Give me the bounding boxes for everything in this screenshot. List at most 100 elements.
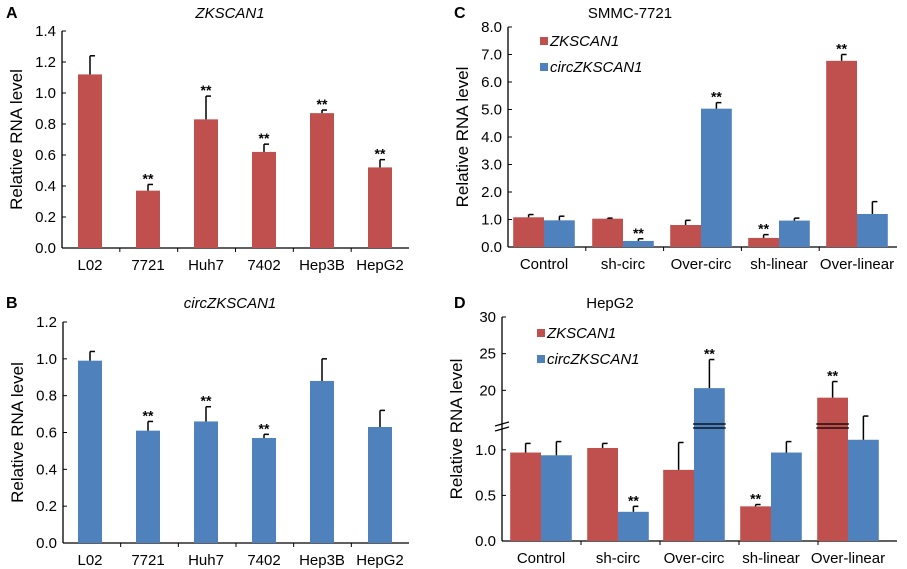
panel-label: C bbox=[454, 5, 466, 22]
x-tick-label: sh-circ bbox=[596, 550, 641, 567]
y-axis-label: Relative RNA level bbox=[447, 359, 466, 500]
legend-swatch bbox=[540, 63, 548, 71]
significance-label: ** bbox=[750, 491, 761, 507]
bar bbox=[510, 452, 541, 541]
significance-label: ** bbox=[201, 82, 212, 98]
legend-label: circZKSCAN1 bbox=[550, 59, 643, 76]
bar bbox=[194, 421, 218, 543]
significance-label: ** bbox=[704, 346, 715, 362]
y-tick-label: 0.8 bbox=[36, 388, 57, 405]
y-tick-label: 1.0 bbox=[475, 442, 496, 459]
y-tick-label: 0.2 bbox=[35, 209, 56, 226]
bar bbox=[618, 511, 649, 541]
bar bbox=[857, 214, 888, 247]
y-axis-label: Relative RNA level bbox=[7, 69, 26, 210]
x-tick-label: sh-linear bbox=[742, 550, 800, 567]
x-tick-label: Over-linear bbox=[811, 550, 885, 567]
panel-label: D bbox=[454, 295, 466, 312]
bar bbox=[623, 240, 654, 247]
x-tick-label: Control bbox=[520, 256, 568, 273]
chart-title: ZKSCAN1 bbox=[194, 5, 264, 22]
bar bbox=[694, 388, 725, 541]
y-tick-label: 0.0 bbox=[36, 535, 57, 552]
significance-label: ** bbox=[143, 170, 154, 186]
bar bbox=[771, 452, 802, 541]
bar bbox=[136, 430, 160, 543]
chart-title: SMMC-7721 bbox=[588, 5, 672, 22]
y-tick-label: 20 bbox=[479, 382, 496, 399]
y-tick-label: 0.4 bbox=[35, 178, 56, 195]
legend-swatch bbox=[537, 355, 545, 363]
y-tick-label: 1.2 bbox=[35, 54, 56, 71]
significance-label: ** bbox=[758, 221, 769, 237]
chart-title: HepG2 bbox=[586, 295, 634, 312]
panel-A: A ZKSCAN1 Relative RNA level 0.0 0.2 0.4 0.6 0.… bbox=[6, 5, 409, 274]
legend-label: ZKSCAN1 bbox=[549, 33, 619, 50]
bar bbox=[701, 108, 732, 247]
bar bbox=[513, 217, 544, 247]
x-tick-label: Hep3B bbox=[299, 257, 345, 274]
bar bbox=[670, 225, 701, 247]
y-tick-label: 0.6 bbox=[36, 425, 57, 442]
x-tick-label: L02 bbox=[77, 257, 102, 274]
bar bbox=[78, 74, 102, 249]
x-tick-label: 7721 bbox=[131, 257, 164, 274]
significance-label: ** bbox=[711, 89, 722, 105]
x-tick-label: Huh7 bbox=[188, 257, 224, 274]
x-tick-label: HepG2 bbox=[356, 552, 404, 569]
panel-C: C SMMC-7721 Relative RNA level 0.0 1.0 2.0 3.0… bbox=[453, 5, 897, 273]
bar bbox=[592, 218, 623, 247]
significance-label: ** bbox=[143, 407, 154, 423]
axis-break-mark bbox=[494, 421, 510, 427]
x-tick-label: sh-circ bbox=[601, 256, 646, 273]
panel-D: D HepG2 Relative RNA level 0.0 0.5 1.0 20 25 30 C… bbox=[447, 295, 897, 567]
y-tick-label: 0.4 bbox=[36, 461, 57, 478]
y-tick-label: 0.0 bbox=[35, 240, 56, 257]
significance-label: ** bbox=[628, 492, 639, 508]
x-tick-label: Over-circ bbox=[671, 256, 732, 273]
bar bbox=[194, 119, 218, 248]
y-tick-label: 1.0 bbox=[481, 212, 502, 229]
bar bbox=[848, 439, 879, 541]
bar bbox=[368, 167, 392, 248]
bar bbox=[748, 237, 779, 247]
x-tick-label: Huh7 bbox=[188, 552, 224, 569]
y-tick-label: 1.0 bbox=[36, 351, 57, 368]
bar bbox=[310, 380, 334, 543]
x-tick-label: 7721 bbox=[131, 552, 164, 569]
y-tick-label: 7.0 bbox=[481, 47, 502, 64]
x-tick-label: sh-linear bbox=[750, 256, 808, 273]
x-tick-label: Over-linear bbox=[820, 256, 894, 273]
bar bbox=[310, 113, 334, 249]
significance-label: ** bbox=[259, 130, 270, 146]
x-tick-label: Over-circ bbox=[664, 550, 725, 567]
legend-swatch bbox=[537, 329, 545, 337]
bar bbox=[817, 397, 848, 541]
bar bbox=[663, 469, 694, 541]
significance-label: ** bbox=[827, 368, 838, 384]
bar bbox=[136, 190, 160, 248]
significance-label: ** bbox=[259, 420, 270, 436]
bar bbox=[368, 426, 392, 543]
y-tick-label: 30 bbox=[479, 309, 496, 326]
significance-label: ** bbox=[633, 225, 644, 241]
bar bbox=[252, 438, 276, 543]
legend-label: circZKSCAN1 bbox=[547, 351, 640, 368]
y-tick-label: 5.0 bbox=[481, 102, 502, 119]
bar bbox=[587, 447, 618, 541]
panel-label: B bbox=[6, 295, 18, 312]
legend-swatch bbox=[540, 37, 548, 45]
significance-label: ** bbox=[375, 146, 386, 162]
x-tick-label: L02 bbox=[77, 552, 102, 569]
y-tick-label: 1.4 bbox=[35, 23, 56, 40]
x-tick-label: HepG2 bbox=[356, 257, 404, 274]
panel-label: A bbox=[6, 5, 18, 22]
legend-label: ZKSCAN1 bbox=[546, 325, 616, 342]
significance-label: ** bbox=[201, 393, 212, 409]
bar bbox=[826, 60, 857, 248]
x-tick-label: 7402 bbox=[247, 257, 280, 274]
significance-label: ** bbox=[317, 96, 328, 112]
y-tick-label: 0.0 bbox=[475, 533, 496, 550]
